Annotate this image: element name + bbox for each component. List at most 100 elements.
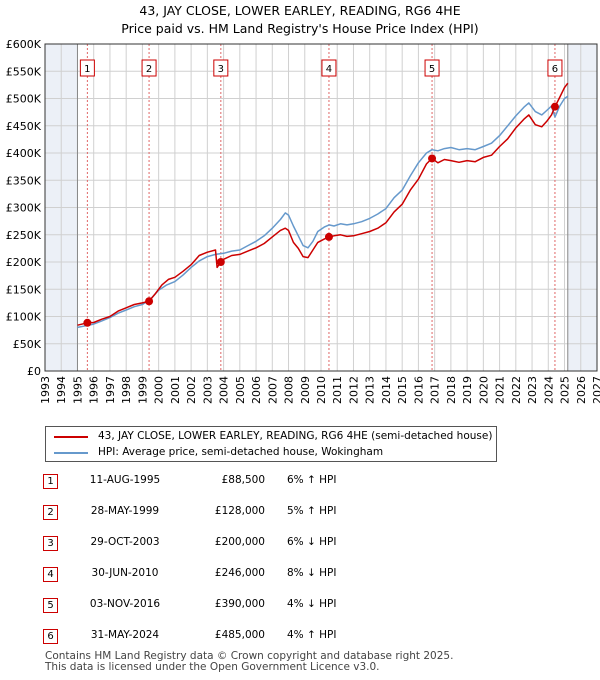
series-line-property (77, 82, 569, 326)
sale-point-1 (83, 318, 92, 327)
sale-hpi-diff: 4% ↑ HPI (287, 629, 337, 641)
sale-marker-label-5: 5 (429, 64, 435, 75)
sale-date: 30-JUN-2010 (91, 567, 159, 579)
sale-hpi-diff: 8% ↓ HPI (287, 567, 337, 579)
chart-title: 43, JAY CLOSE, LOWER EARLEY, READING, RG… (0, 2, 600, 38)
x-tick-label: 2018 (445, 376, 458, 404)
sale-point-2 (145, 297, 154, 306)
x-tick-label: 2002 (185, 376, 198, 404)
sale-marker-box-3 (213, 59, 229, 77)
x-tick-label: 2007 (266, 376, 279, 404)
table-row: 2 28-MAY-1999 £128,000 5% ↑ HPI (43, 501, 463, 525)
y-tick-label: £500K (6, 93, 42, 106)
x-tick-label: 2016 (412, 376, 425, 404)
legend-swatch-hpi (54, 452, 88, 454)
sale-marker-box-1 (79, 59, 95, 77)
sale-point-5 (428, 154, 437, 163)
x-tick-label: 2024 (542, 376, 555, 404)
x-tick-label: 1998 (120, 376, 133, 404)
y-tick-label: £100K (6, 311, 42, 324)
x-tick-label: 2012 (347, 376, 360, 404)
sale-number-badge: 2 (43, 505, 58, 520)
title-line-1: 43, JAY CLOSE, LOWER EARLEY, READING, RG… (139, 3, 461, 18)
y-tick-label: £150K (6, 283, 42, 296)
price-chart: 1 2 3 4 5 6 £0 £50K £100K £150K £200K £250K £300K £35… (6, 38, 600, 404)
table-row: 3 29-OCT-2003 £200,000 6% ↓ HPI (43, 532, 463, 556)
x-tick-label: 2013 (364, 376, 377, 404)
y-tick-label: £450K (6, 120, 42, 133)
y-tick-label: £400K (6, 147, 42, 160)
x-tick-label: 2017 (429, 376, 442, 404)
x-tick-label: 2001 (169, 376, 182, 404)
x-tick-label: 2027 (591, 376, 600, 404)
x-tick-label: 1995 (71, 376, 84, 404)
table-row: 6 31-MAY-2024 £485,000 4% ↑ HPI (43, 625, 463, 649)
sale-price: £390,000 (214, 598, 265, 610)
y-tick-label: £600K (6, 38, 42, 51)
y-tick-label: £250K (6, 229, 42, 242)
table-row: 1 11-AUG-1995 £88,500 6% ↑ HPI (43, 470, 463, 494)
title-line-2: Price paid vs. HM Land Registry's House … (121, 21, 479, 36)
sale-marker-label-2: 2 (146, 64, 152, 75)
legend-label-hpi: HPI: Average price, semi-detached house,… (98, 446, 384, 458)
sale-hpi-diff: 6% ↓ HPI (287, 536, 337, 548)
sale-price: £128,000 (214, 505, 265, 517)
sale-point-6 (550, 102, 559, 111)
sale-marker-label-3: 3 (218, 64, 224, 75)
sale-marker-box-6 (547, 59, 563, 77)
x-tick-label: 1993 (39, 376, 52, 404)
sale-price: £246,000 (214, 567, 265, 579)
x-tick-label: 2019 (461, 376, 474, 404)
y-tick-label: £0 (27, 365, 41, 378)
sale-marker-label-1: 1 (84, 64, 90, 75)
sale-date: 28-MAY-1999 (90, 505, 160, 517)
x-tick-label: 2021 (494, 376, 507, 404)
x-tick-label: 2000 (153, 376, 166, 404)
sale-price: £485,000 (214, 629, 265, 641)
table-row: 5 03-NOV-2016 £390,000 4% ↓ HPI (43, 594, 463, 618)
sale-marker-box-5 (424, 59, 440, 77)
x-tick-label: 2011 (331, 376, 344, 404)
sale-marker-box-2 (141, 59, 157, 77)
x-tick-label: 2015 (396, 376, 409, 404)
x-tick-label: 2003 (201, 376, 214, 404)
sale-date: 29-OCT-2003 (90, 536, 160, 548)
x-tick-label: 2008 (283, 376, 296, 404)
x-tick-label: 2006 (250, 376, 263, 404)
x-tick-label: 2023 (526, 376, 539, 404)
sale-point-3 (216, 258, 225, 266)
x-tick-label: 2022 (510, 376, 523, 404)
x-tick-label: 2014 (380, 376, 393, 404)
plot-frame (44, 43, 598, 372)
sale-date: 31-MAY-2024 (90, 629, 160, 641)
y-tick-label: £350K (6, 174, 42, 187)
x-tick-label: 2004 (218, 376, 231, 404)
legend-label-property: 43, JAY CLOSE, LOWER EARLEY, READING, RG… (98, 430, 493, 442)
sale-number-badge: 6 (43, 629, 58, 644)
sale-hpi-diff: 6% ↑ HPI (287, 474, 337, 486)
y-tick-label: £50K (13, 338, 42, 351)
x-tick-label: 2005 (234, 376, 247, 404)
sale-date: 11-AUG-1995 (89, 474, 161, 486)
sale-number-badge: 1 (43, 474, 58, 489)
sale-date: 03-NOV-2016 (89, 598, 161, 610)
sale-number-badge: 5 (43, 598, 58, 613)
sale-marker-label-6: 6 (552, 64, 558, 75)
x-tick-label: 1996 (88, 376, 101, 404)
x-tick-label: 2009 (299, 376, 312, 404)
legend-swatch-property (54, 436, 88, 438)
footer: Contains HM Land Registry data © Crown c… (45, 651, 453, 673)
series-line-hpi (77, 95, 569, 329)
x-tick-label: 2025 (559, 376, 572, 404)
x-tick-label: 2020 (477, 376, 490, 404)
x-tick-label: 1994 (55, 376, 68, 404)
sale-marker-box-4 (321, 59, 337, 77)
sale-hpi-diff: 5% ↑ HPI (287, 505, 337, 517)
x-tick-label: 2026 (575, 376, 588, 404)
y-tick-label: £200K (6, 256, 42, 269)
sale-price: £88,500 (221, 474, 265, 486)
y-tick-label: £300K (6, 202, 42, 215)
sale-marker-label-4: 4 (326, 64, 332, 75)
sale-point-4 (324, 232, 333, 241)
sale-number-badge: 4 (43, 567, 58, 582)
